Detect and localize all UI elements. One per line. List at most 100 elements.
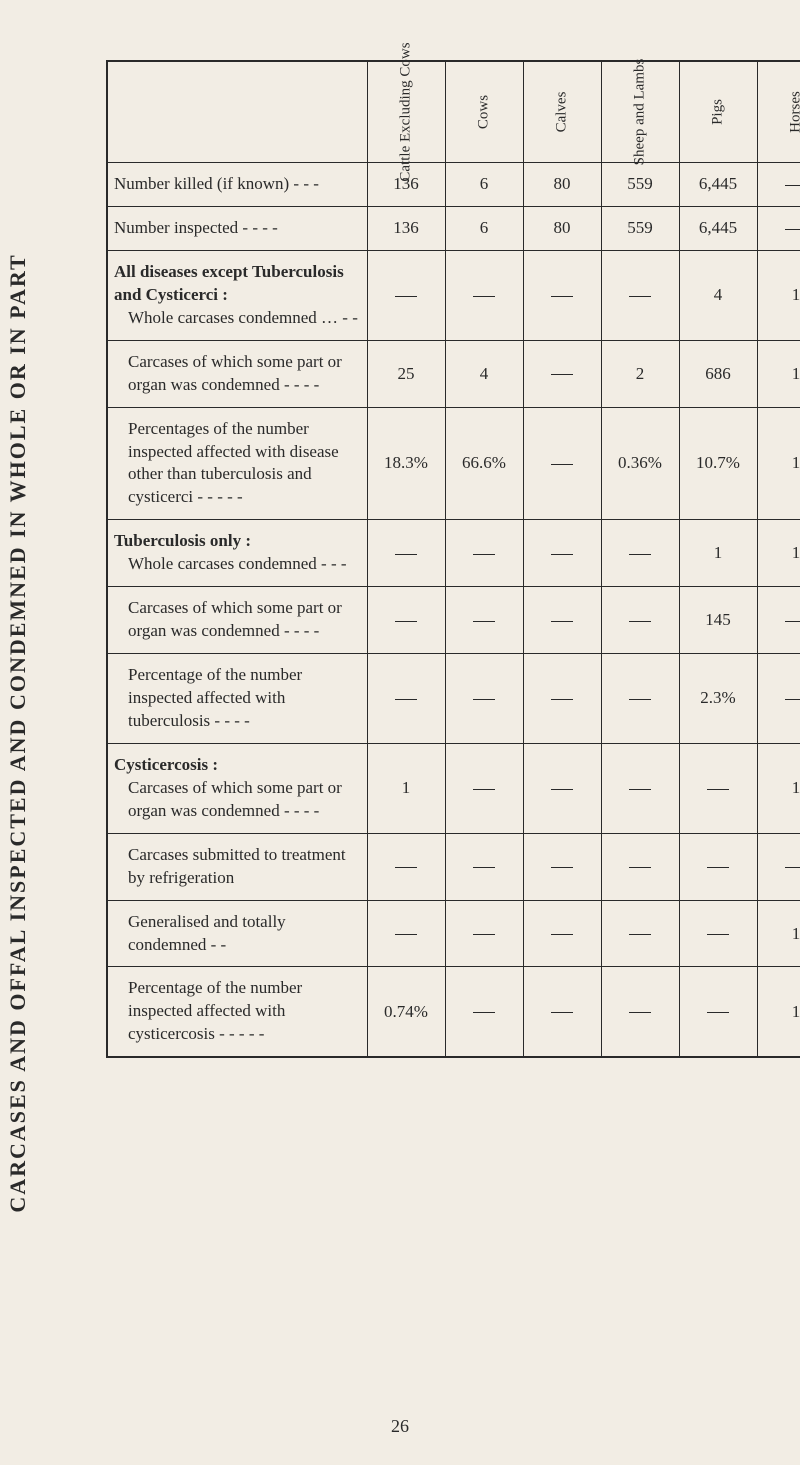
cell-value xyxy=(601,743,679,833)
dash-icon xyxy=(473,789,495,790)
cell-value xyxy=(523,900,601,967)
dash-icon xyxy=(395,699,417,700)
row-label: Carcases of which some part or organ was… xyxy=(107,587,367,654)
dash-icon xyxy=(785,621,800,622)
cell-value: 18.3% xyxy=(367,407,445,520)
cell-value xyxy=(445,654,523,744)
col-header: Calves xyxy=(523,61,601,163)
dash-icon xyxy=(629,699,651,700)
cell-value xyxy=(445,967,523,1057)
table-row: Number killed (if known) - - -1366805596… xyxy=(107,163,800,207)
table-row: Percentage of the number inspected affec… xyxy=(107,654,800,744)
cell-value xyxy=(367,520,445,587)
dash-icon xyxy=(551,374,573,375)
cell-value xyxy=(523,587,601,654)
cell-value: 80 xyxy=(523,206,601,250)
col-header: Horses xyxy=(757,61,800,163)
cell-value xyxy=(523,407,601,520)
row-label: Percentages of the number inspected affe… xyxy=(107,407,367,520)
cell-value xyxy=(445,587,523,654)
cell-value xyxy=(445,250,523,340)
cell-value xyxy=(601,250,679,340)
cell-value xyxy=(523,833,601,900)
cell-value: 25 xyxy=(367,340,445,407)
cell-value xyxy=(523,520,601,587)
row-label: Number killed (if known) - - - xyxy=(107,163,367,207)
cell-value xyxy=(523,250,601,340)
cell-value xyxy=(757,833,800,900)
cell-value: 145 xyxy=(679,587,757,654)
dash-icon xyxy=(473,1012,495,1013)
col-header-label: Horses xyxy=(788,91,800,133)
cell-value xyxy=(523,743,601,833)
cell-value xyxy=(601,520,679,587)
cell-value: 559 xyxy=(601,163,679,207)
cell-value xyxy=(601,833,679,900)
col-header-label: Cattle Excluding Cows xyxy=(398,42,415,181)
cell-value: 1 xyxy=(757,250,800,340)
dash-icon xyxy=(473,867,495,868)
cell-value xyxy=(445,520,523,587)
cell-value xyxy=(601,587,679,654)
cell-value: 6 xyxy=(445,163,523,207)
dash-icon xyxy=(395,296,417,297)
cell-value: 1 xyxy=(757,743,800,833)
cell-value xyxy=(367,654,445,744)
cell-value xyxy=(601,967,679,1057)
dash-icon xyxy=(473,699,495,700)
dash-icon xyxy=(785,699,800,700)
page-number: 26 xyxy=(391,1416,409,1437)
table-row: Carcases of which some part or organ was… xyxy=(107,340,800,407)
cell-value xyxy=(679,743,757,833)
table-row: Tuberculosis only :Whole carcases condem… xyxy=(107,520,800,587)
cell-value xyxy=(367,587,445,654)
cell-value: 4 xyxy=(445,340,523,407)
cell-value xyxy=(679,833,757,900)
dash-icon xyxy=(473,934,495,935)
dash-icon xyxy=(473,621,495,622)
row-label: Tuberculosis only :Whole carcases condem… xyxy=(107,520,367,587)
dash-icon xyxy=(629,621,651,622)
dash-icon xyxy=(395,621,417,622)
dash-icon xyxy=(629,789,651,790)
cell-value xyxy=(445,833,523,900)
cell-value: 6,445 xyxy=(679,206,757,250)
cell-value: 1 xyxy=(757,520,800,587)
cell-value: 1 xyxy=(757,900,800,967)
cell-value: 136 xyxy=(367,206,445,250)
col-header-label: Cows xyxy=(476,95,493,129)
cell-value: 6 xyxy=(445,206,523,250)
table-row: Generalised and totally condemned - - 1 xyxy=(107,900,800,967)
dash-icon xyxy=(551,296,573,297)
cell-value: 1 xyxy=(679,520,757,587)
dash-icon xyxy=(707,1012,729,1013)
vertical-title: CARCASES AND OFFAL INSPECTED AND CONDEMN… xyxy=(5,253,31,1212)
dash-icon xyxy=(707,934,729,935)
table-row: Percentage of the number inspected affec… xyxy=(107,967,800,1057)
cell-value xyxy=(367,250,445,340)
cell-value xyxy=(601,654,679,744)
dash-icon xyxy=(785,867,800,868)
cell-value xyxy=(523,967,601,1057)
cell-value xyxy=(445,900,523,967)
cell-value: 10.7% xyxy=(679,407,757,520)
dash-icon xyxy=(473,296,495,297)
cell-value xyxy=(679,967,757,1057)
table-header-row: Cattle Excluding Cows Cows Calves Sheep … xyxy=(107,61,800,163)
row-label: Carcases submitted to treatment by refri… xyxy=(107,833,367,900)
corner-cell xyxy=(107,61,367,163)
col-header-label: Calves xyxy=(554,92,571,133)
dash-icon xyxy=(629,934,651,935)
cell-value: 66.6% xyxy=(445,407,523,520)
row-label: Generalised and totally condemned - - xyxy=(107,900,367,967)
cell-value xyxy=(757,163,800,207)
dash-icon xyxy=(551,934,573,935)
table-body: Number killed (if known) - - -1366805596… xyxy=(107,163,800,1058)
dash-icon xyxy=(395,867,417,868)
table-wrapper: Cattle Excluding Cows Cows Calves Sheep … xyxy=(106,60,752,1058)
row-label: Carcases of which some part or organ was… xyxy=(107,340,367,407)
dash-icon xyxy=(629,554,651,555)
dash-icon xyxy=(551,1012,573,1013)
cell-value: 2 xyxy=(601,340,679,407)
row-label: Number inspected - - - - xyxy=(107,206,367,250)
